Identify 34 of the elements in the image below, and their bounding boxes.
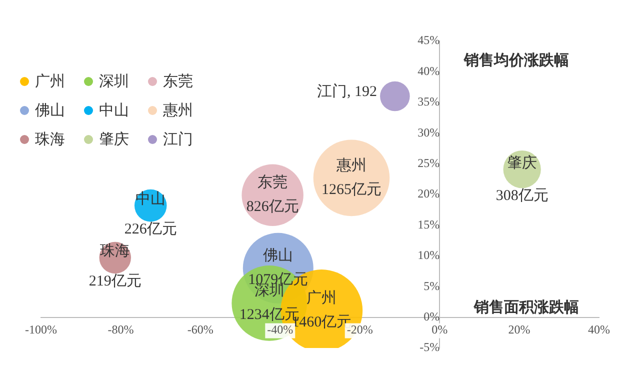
x-tick-label: -80% <box>108 322 134 336</box>
legend-label: 佛山 <box>35 102 65 120</box>
annotation: 惠州 1265亿元 <box>321 156 382 198</box>
y-tick-label: 25% <box>418 156 440 170</box>
y-tick-label: 20% <box>418 186 440 201</box>
legend-label: 深圳 <box>99 72 129 91</box>
y-tick-label: 0% <box>424 309 440 324</box>
legend-label: 中山 <box>99 102 129 120</box>
y-axis-title: 销售均价涨跌幅 <box>463 52 569 69</box>
y-tick-label: 30% <box>418 125 440 140</box>
annotation: 珠海 219亿元 <box>88 242 142 290</box>
x-tick-label: 40% <box>588 322 610 336</box>
y-tick-label: 40% <box>418 64 440 78</box>
y-tick-label: 5% <box>424 278 440 293</box>
y-tick-label: 15% <box>418 217 440 232</box>
x-tick-label: -100% <box>25 322 57 336</box>
x-tick-label: 20% <box>508 322 530 336</box>
x-tick-label: -60% <box>187 322 214 336</box>
annotation: 肇庆 308亿元 <box>496 154 548 204</box>
legend-label: 肇庆 <box>99 130 129 149</box>
legend-label: 惠州 <box>163 102 193 120</box>
x-axis-title: 销售面积涨跌幅 <box>473 298 579 316</box>
legend-label: 东莞 <box>163 72 193 91</box>
annotation: 东莞 826亿元 <box>246 174 299 216</box>
legend-label: 江门 <box>163 130 193 149</box>
legend-label: 珠海 <box>35 130 65 149</box>
x-tick-label: -40% <box>267 322 294 336</box>
annotation: 中山 226亿元 <box>124 190 177 238</box>
y-tick-label: 35% <box>418 94 440 109</box>
y-tick-label: 10% <box>418 248 440 262</box>
legend-label: 广州 <box>35 72 65 91</box>
annotation: 江门, 192 <box>317 83 378 100</box>
y-tick-label: 45% <box>418 33 440 48</box>
y-tick-label: -5% <box>420 340 440 354</box>
